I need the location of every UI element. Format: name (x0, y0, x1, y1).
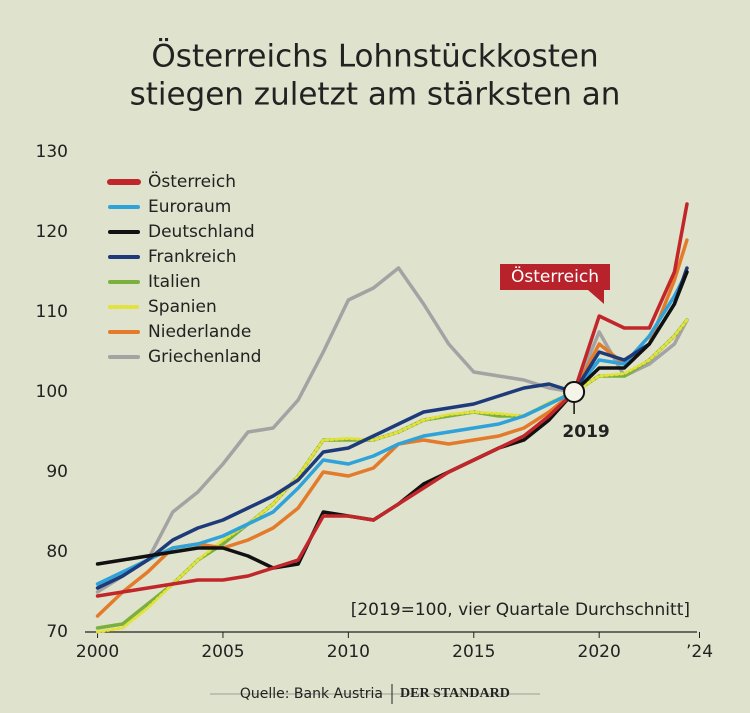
source: Quelle: Bank Austria (240, 686, 383, 702)
chart-title: stiegen zuletzt am stärksten an (130, 77, 621, 113)
y-tick-label: 110 (36, 302, 68, 322)
y-tick-label: 130 (36, 142, 68, 162)
callout-label: Österreich (511, 265, 599, 287)
series-line (95, 270, 689, 586)
legend-label: Niederlande (148, 322, 251, 342)
series-line (96, 318, 689, 634)
series-line (95, 266, 689, 594)
callout-pointer (588, 290, 604, 304)
reference-label: 2019 (562, 422, 609, 442)
series-line (95, 202, 689, 598)
y-tick-label: 80 (46, 542, 68, 562)
x-tick-label: 2010 (327, 642, 370, 662)
x-tick-label: 2020 (578, 642, 621, 662)
y-tick-label: 70 (46, 622, 68, 642)
publisher: DER STANDARD (400, 686, 510, 701)
series-line (95, 266, 689, 590)
legend-label: Griechenland (148, 347, 261, 367)
callout-box (500, 264, 610, 290)
legend-label: Italien (148, 272, 201, 292)
legend-label: Frankreich (148, 247, 237, 267)
legend-label: Österreich (148, 170, 236, 192)
legend-label: Deutschland (148, 222, 255, 242)
x-tick-label: 2015 (452, 642, 495, 662)
note: [2019=100, vier Quartale Durchschnitt] (351, 600, 690, 620)
reference-marker (563, 381, 586, 403)
legend-label: Spanien (148, 297, 217, 317)
chart-title: Österreichs Lohnstückkosten (151, 38, 598, 75)
y-tick-label: 120 (36, 222, 68, 242)
x-tick-label: ’24 (686, 642, 713, 662)
x-tick-label: 2005 (201, 642, 244, 662)
y-tick-label: 100 (36, 382, 68, 402)
y-tick-label: 90 (46, 462, 68, 482)
x-tick-label: 2000 (76, 642, 119, 662)
legend-label: Euroraum (148, 197, 231, 217)
